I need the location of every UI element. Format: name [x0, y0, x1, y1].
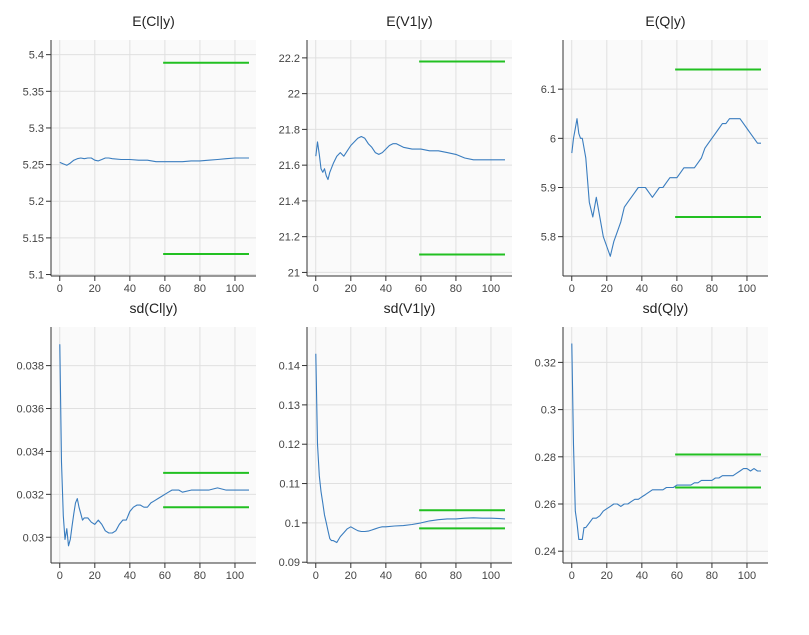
x-tick-label: 80 — [450, 570, 462, 582]
y-tick-label: 5.15 — [23, 233, 44, 245]
x-tick-label: 100 — [738, 283, 756, 295]
x-tick-label: 20 — [345, 283, 357, 295]
y-tick-label: 5.35 — [23, 86, 44, 98]
y-tick-label: 0.032 — [16, 489, 44, 501]
x-tick-label: 100 — [482, 570, 500, 582]
x-tick-label: 60 — [159, 283, 171, 295]
chart-title: E(Cl|y) — [132, 13, 175, 29]
panel-2: E(Q|y) 0 20 40 60 80 100 5.8 5.9 6 6.1 — [541, 13, 768, 295]
x-tick-label: 0 — [57, 283, 63, 295]
x-tick-label: 80 — [450, 283, 462, 295]
x-tick-label: 0 — [313, 283, 319, 295]
y-tick-label: 0.14 — [279, 361, 300, 373]
panel-4: sd(V1|y) 0 20 40 60 80 100 0.09 0.1 0.11 0.12 0.13 0… — [279, 300, 512, 582]
x-tick-label: 20 — [601, 570, 613, 582]
trace-line — [59, 344, 249, 547]
y-tick-label: 0.24 — [535, 546, 556, 558]
panel-0: E(Cl|y) 0 20 40 60 80 100 5.1 5.15 5.2 5.25 5.3 5.35… — [23, 13, 256, 295]
y-tick-label: 5.4 — [29, 50, 44, 62]
panel-3: sd(Cl|y) 0 20 40 60 80 100 0.03 0.032 0.034 0.036 0… — [16, 300, 256, 582]
x-tick-label: 80 — [194, 283, 206, 295]
x-tick-label: 0 — [569, 283, 575, 295]
y-tick-label: 21.2 — [279, 232, 300, 244]
plot-area — [51, 327, 256, 563]
y-tick-label: 0.32 — [535, 357, 556, 369]
panel-1: E(V1|y) 0 20 40 60 80 100 21 21.2 21.4 21.6 21.8 22 2… — [279, 13, 512, 295]
chart-title: E(Q|y) — [645, 13, 685, 29]
y-tick-label: 0.034 — [16, 446, 44, 458]
x-tick-label: 60 — [671, 570, 683, 582]
y-tick-label: 22.2 — [279, 53, 300, 65]
y-tick-label: 5.25 — [23, 160, 44, 172]
x-tick-label: 0 — [57, 570, 63, 582]
x-tick-label: 100 — [226, 283, 244, 295]
x-tick-label: 40 — [124, 570, 136, 582]
chart-title: sd(Cl|y) — [130, 300, 178, 316]
chart-title: sd(V1|y) — [384, 300, 436, 316]
y-tick-label: 21 — [288, 267, 300, 279]
y-tick-label: 22 — [288, 89, 300, 101]
x-tick-label: 40 — [636, 570, 648, 582]
x-tick-label: 100 — [482, 283, 500, 295]
y-tick-label: 0.038 — [16, 361, 44, 373]
x-tick-label: 20 — [601, 283, 613, 295]
x-tick-label: 0 — [313, 570, 319, 582]
x-tick-label: 20 — [345, 570, 357, 582]
y-tick-label: 5.8 — [541, 232, 556, 244]
x-tick-label: 80 — [706, 570, 718, 582]
x-tick-label: 100 — [738, 570, 756, 582]
plot-area — [307, 327, 512, 563]
panel-5: sd(Q|y) 0 20 40 60 80 100 0.24 0.26 0.28 0.3 0.32 — [535, 300, 768, 582]
x-tick-label: 20 — [89, 283, 101, 295]
y-tick-label: 0.09 — [279, 557, 300, 569]
y-tick-label: 5.1 — [29, 270, 44, 282]
y-tick-label: 0.3 — [541, 405, 556, 417]
plot-area — [563, 40, 768, 276]
y-tick-label: 6.1 — [541, 84, 556, 96]
y-tick-label: 0.1 — [285, 518, 300, 530]
y-tick-label: 0.26 — [535, 499, 556, 511]
x-tick-label: 60 — [671, 283, 683, 295]
plot-area — [307, 40, 512, 276]
trace-line — [59, 157, 249, 166]
x-tick-label: 100 — [226, 570, 244, 582]
y-tick-label: 0.11 — [279, 479, 300, 491]
x-tick-label: 40 — [380, 570, 392, 582]
y-tick-label: 21.6 — [279, 160, 300, 172]
x-tick-label: 60 — [415, 283, 427, 295]
plot-area — [563, 327, 768, 563]
y-tick-label: 0.036 — [16, 404, 44, 416]
trace-line — [571, 118, 761, 257]
y-tick-label: 5.3 — [29, 123, 44, 135]
y-tick-label: 21.4 — [279, 196, 300, 208]
x-tick-label: 0 — [569, 570, 575, 582]
trace-line — [315, 135, 505, 181]
y-tick-label: 0.28 — [535, 452, 556, 464]
x-tick-label: 20 — [89, 570, 101, 582]
chart-title: sd(Q|y) — [643, 300, 689, 316]
x-tick-label: 40 — [124, 283, 136, 295]
trace-line — [571, 343, 761, 540]
x-tick-label: 40 — [380, 283, 392, 295]
x-tick-label: 80 — [194, 570, 206, 582]
y-tick-label: 6 — [550, 133, 556, 145]
trace-line — [315, 353, 506, 544]
x-tick-label: 80 — [706, 283, 718, 295]
y-tick-label: 5.2 — [29, 196, 44, 208]
x-tick-label: 60 — [415, 570, 427, 582]
x-tick-label: 60 — [159, 570, 171, 582]
y-tick-label: 0.03 — [23, 532, 44, 544]
y-tick-label: 5.9 — [541, 183, 556, 195]
y-tick-label: 0.13 — [279, 400, 300, 412]
chart-title: E(V1|y) — [386, 13, 432, 29]
y-tick-label: 0.12 — [279, 439, 300, 451]
y-tick-label: 21.8 — [279, 124, 300, 136]
x-tick-label: 40 — [636, 283, 648, 295]
